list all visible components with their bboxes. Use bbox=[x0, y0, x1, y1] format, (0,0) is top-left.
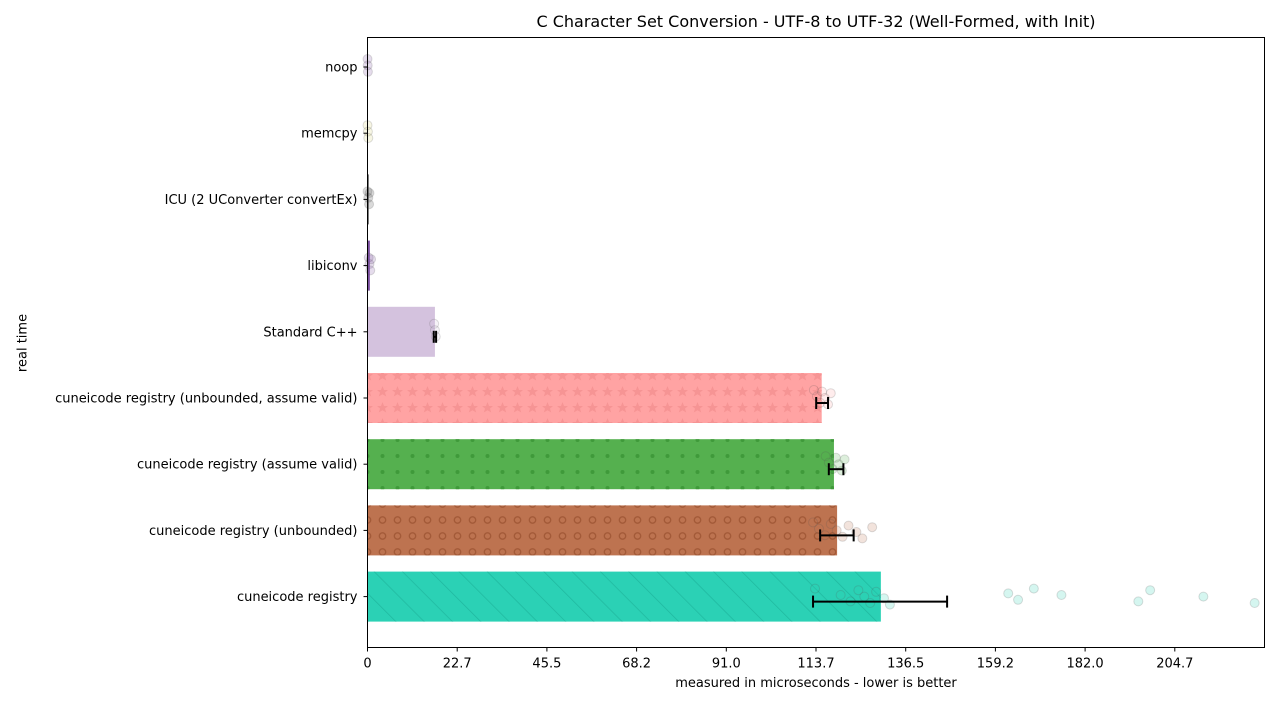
sample-point bbox=[835, 590, 846, 600]
sample-point bbox=[363, 192, 374, 203]
bar-pattern bbox=[367, 373, 822, 423]
sample-point bbox=[867, 522, 878, 533]
sample-point bbox=[364, 188, 375, 198]
plot-area-frame bbox=[367, 37, 1265, 648]
sample-point bbox=[813, 523, 824, 534]
y-tick-label: cuneicode registry (unbounded, assume va… bbox=[55, 392, 357, 407]
sample-point bbox=[843, 520, 854, 531]
y-tick-label: Standard C++ bbox=[263, 325, 357, 340]
sample-point bbox=[366, 254, 377, 265]
sample-point bbox=[429, 325, 440, 336]
chart-title: C Character Set Conversion - UTF-8 to UT… bbox=[536, 12, 1096, 31]
y-tick-label: cuneicode registry (unbounded) bbox=[149, 524, 358, 539]
sample-point bbox=[1056, 590, 1067, 600]
sample-point bbox=[810, 583, 821, 594]
bar-pattern bbox=[367, 439, 834, 490]
sample-point bbox=[365, 265, 376, 276]
sample-point bbox=[364, 199, 375, 210]
sample-point bbox=[830, 452, 841, 463]
x-tick-label: 22.7 bbox=[443, 657, 472, 672]
sample-point bbox=[837, 531, 848, 542]
sample-point bbox=[857, 533, 868, 544]
sample-point bbox=[836, 465, 847, 476]
x-tick-label: 159.2 bbox=[977, 657, 1014, 672]
sample-point bbox=[825, 388, 836, 399]
bar-pattern bbox=[367, 571, 881, 622]
y-tick-label: memcpy bbox=[301, 127, 358, 142]
bar bbox=[367, 240, 370, 291]
sample-point bbox=[825, 519, 836, 529]
sample-point bbox=[1003, 588, 1014, 599]
bar-pattern bbox=[367, 505, 838, 556]
x-tick-label: 136.5 bbox=[887, 657, 924, 672]
y-tick-label: ICU (2 UConverter convertEx) bbox=[165, 193, 358, 208]
sample-point bbox=[820, 451, 831, 462]
sample-point bbox=[1145, 585, 1156, 596]
x-tick-label: 113.7 bbox=[797, 657, 834, 672]
sample-point bbox=[808, 517, 819, 528]
sample-point bbox=[1013, 594, 1024, 605]
sample-point bbox=[865, 598, 876, 608]
y-tick-label: libiconv bbox=[307, 259, 357, 274]
sample-point bbox=[1249, 598, 1260, 608]
sample-point bbox=[879, 593, 890, 604]
sample-point bbox=[363, 252, 374, 263]
sample-point bbox=[839, 454, 850, 465]
sample-point bbox=[853, 585, 864, 596]
sample-point bbox=[363, 133, 374, 143]
x-axis-label: measured in microseconds - lower is bett… bbox=[675, 676, 957, 691]
x-tick-label: 45.5 bbox=[532, 657, 561, 672]
sample-point bbox=[1028, 583, 1039, 594]
y-tick-label: noop bbox=[325, 61, 357, 76]
sample-point bbox=[1198, 591, 1209, 602]
sample-point bbox=[1133, 596, 1144, 607]
sample-point bbox=[429, 318, 440, 329]
bar bbox=[367, 306, 435, 357]
y-tick-label: cuneicode registry bbox=[237, 590, 358, 605]
bar bbox=[367, 174, 369, 225]
x-tick-label: 91.0 bbox=[712, 657, 741, 672]
x-tick-label: 204.7 bbox=[1156, 657, 1193, 672]
x-tick-label: 182.0 bbox=[1066, 657, 1103, 672]
x-tick-label: 0 bbox=[363, 657, 371, 672]
x-tick-label: 68.2 bbox=[622, 657, 651, 672]
sample-point bbox=[808, 385, 819, 395]
sample-point bbox=[871, 586, 882, 597]
y-tick-label: cuneicode registry (assume valid) bbox=[137, 458, 358, 473]
sample-point bbox=[817, 386, 828, 397]
